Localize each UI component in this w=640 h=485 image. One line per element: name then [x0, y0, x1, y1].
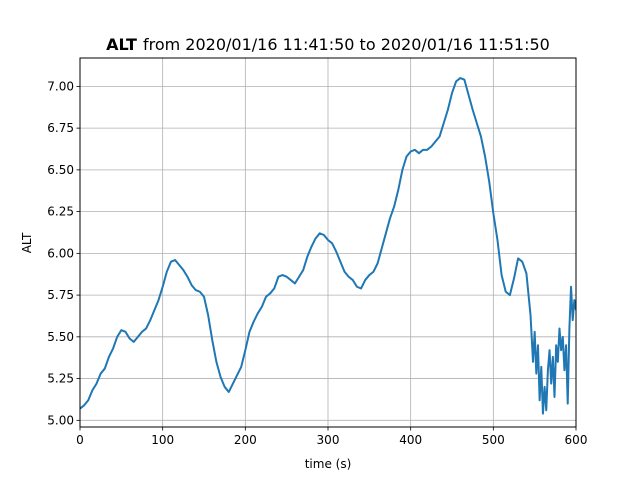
x-tick-label: 100: [151, 433, 174, 447]
chart-title-rest: from 2020/01/16 11:41:50 to 2020/01/16 1…: [143, 35, 550, 54]
chart-title-bold: ALT: [106, 35, 137, 54]
x-axis-label: time (s): [305, 457, 352, 471]
y-axis-label: ALT: [20, 232, 34, 253]
y-tick-label: 7.00: [47, 79, 74, 93]
x-tick-label: 600: [565, 433, 588, 447]
y-tick-label: 6.25: [47, 205, 74, 219]
y-tick-label: 6.75: [47, 121, 74, 135]
grid: [79, 58, 577, 427]
x-tick-label: 500: [482, 433, 505, 447]
y-tick-label: 5.75: [47, 288, 74, 302]
x-tick-label: 200: [234, 433, 257, 447]
alt-series-line: [80, 77, 576, 415]
y-tick-label: 6.00: [47, 246, 74, 260]
x-axis-ticks: 0 100 200 300 400 500 600: [76, 427, 587, 447]
y-tick-label: 6.50: [47, 163, 74, 177]
plot-area: [80, 77, 576, 415]
x-tick-label: 300: [317, 433, 340, 447]
x-tick-label: 0: [76, 433, 84, 447]
y-axis-ticks: 5.00 5.25 5.50 5.75 6.00 6.25 6.50 6.75 7.00: [47, 79, 80, 427]
chart-title: ALT from 2020/01/16 11:41:50 to 2020/01/1…: [106, 35, 550, 54]
x-tick-label: 400: [399, 433, 422, 447]
y-tick-label: 5.00: [47, 413, 74, 427]
y-tick-label: 5.25: [47, 372, 74, 386]
y-tick-label: 5.50: [47, 330, 74, 344]
